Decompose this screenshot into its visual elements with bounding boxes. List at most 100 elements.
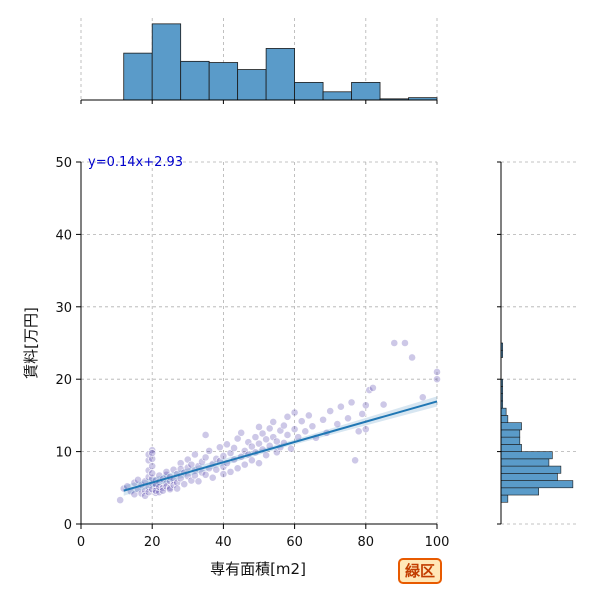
data-point: [148, 449, 157, 457]
right-hist-bar: [500, 465, 562, 474]
data-point: [297, 417, 306, 426]
data-point: [148, 462, 157, 470]
y-tick-label: 0: [64, 518, 72, 533]
x-tick-label: 60: [286, 535, 303, 550]
data-point: [173, 484, 182, 493]
x-axis-label: 専有面積[m2]: [210, 560, 306, 578]
x-tick-label: 80: [358, 535, 375, 550]
data-point: [258, 429, 267, 438]
district-badge: 緑区: [398, 558, 443, 584]
data-point: [116, 496, 125, 505]
data-point: [280, 421, 288, 430]
main-grid: [80, 161, 438, 525]
data-point: [408, 353, 416, 362]
x-tick-label: 0: [77, 535, 85, 550]
data-point: [201, 470, 210, 479]
data-point: [347, 398, 356, 407]
right-hist-bar: [500, 436, 521, 445]
data-point: [336, 402, 345, 411]
right-hist-bar: [500, 487, 539, 496]
data-point: [215, 443, 224, 452]
top-hist-bar: [265, 48, 295, 101]
data-point: [176, 459, 185, 468]
data-point: [251, 433, 260, 442]
scatter-points: [116, 339, 441, 505]
data-point: [233, 464, 242, 473]
data-point: [433, 368, 441, 376]
data-point: [255, 423, 263, 431]
data-point: [233, 434, 242, 443]
regression-fit-line: [123, 400, 438, 492]
top-hist-bar: [208, 62, 239, 101]
data-point: [361, 425, 370, 434]
data-point: [240, 460, 249, 469]
top-hist-bar: [322, 91, 352, 101]
data-point: [308, 422, 317, 431]
data-point: [148, 454, 157, 463]
x-tick-label: 40: [215, 535, 232, 550]
data-point: [379, 400, 388, 409]
data-point: [319, 415, 327, 424]
data-point: [247, 442, 256, 451]
data-point: [433, 375, 441, 384]
data-point: [205, 446, 214, 455]
y-tick-label: 10: [55, 446, 72, 461]
data-point: [354, 427, 363, 436]
x-tick-label: 100: [425, 535, 450, 550]
data-point: [390, 339, 399, 347]
data-point: [361, 401, 370, 410]
data-point: [212, 465, 221, 474]
right-hist-bar: [500, 473, 558, 481]
right-histogram: [497, 161, 578, 525]
right-hist-bar: [500, 422, 522, 431]
data-point: [401, 339, 409, 347]
data-point: [283, 412, 292, 421]
data-point: [418, 393, 427, 402]
y-axis-label: 賃料[万円]: [22, 307, 40, 379]
right-hist-bar: [500, 480, 574, 489]
data-point: [358, 410, 367, 418]
data-point: [269, 418, 278, 426]
data-point: [265, 424, 274, 433]
y-tick-label: 50: [55, 156, 72, 171]
data-point: [283, 431, 292, 439]
y-tick-label: 20: [55, 373, 72, 388]
regression-equation: y=0.14x+2.93: [88, 155, 183, 170]
data-point: [201, 453, 210, 462]
right-hist-bar: [500, 451, 553, 460]
top-hist-bar: [180, 60, 210, 101]
data-point: [351, 456, 360, 465]
y-tick-label: 30: [55, 301, 72, 316]
data-point: [191, 471, 199, 480]
data-point: [180, 480, 189, 489]
data-point: [230, 444, 238, 452]
top-hist-bar: [294, 82, 324, 101]
right-hist-bar: [500, 415, 509, 423]
top-hist-bar: [123, 52, 153, 101]
data-point: [237, 428, 246, 437]
data-point: [148, 446, 157, 455]
right-hist-bar: [500, 407, 507, 416]
data-point: [223, 440, 231, 449]
data-point: [226, 467, 235, 476]
data-point: [247, 456, 256, 465]
top-histogram: [80, 18, 438, 104]
data-point: [219, 452, 228, 460]
data-point: [255, 459, 263, 468]
right-hist-bar: [500, 429, 521, 438]
data-point: [255, 439, 263, 448]
main-axes: 0 20 40 60 80 100 0 10 20 30 40 50: [55, 156, 449, 550]
top-hist-bar: [351, 82, 381, 101]
data-point: [344, 414, 352, 423]
regression-line: [123, 396, 438, 496]
data-point: [262, 435, 271, 444]
right-hist-bar: [500, 458, 550, 467]
top-hist-bar: [151, 23, 182, 101]
data-point: [191, 450, 199, 459]
data-point: [290, 425, 299, 434]
data-point: [208, 473, 217, 482]
data-point: [369, 383, 377, 392]
data-point: [290, 408, 299, 417]
data-point: [201, 431, 210, 439]
